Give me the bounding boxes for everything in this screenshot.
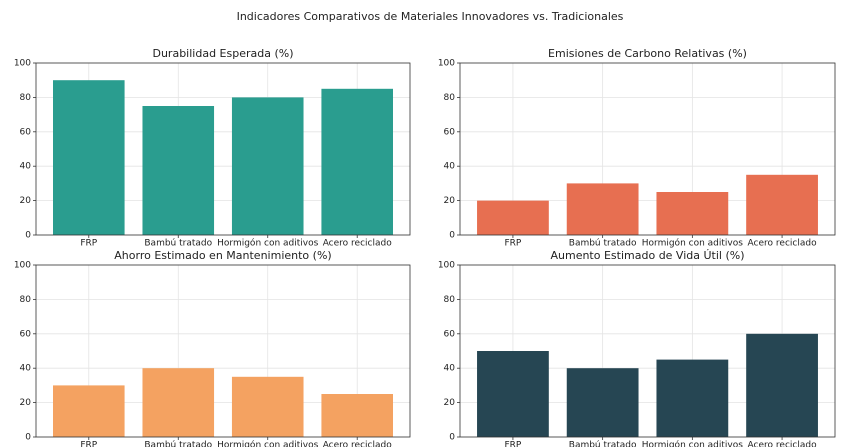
x-tick-label: Acero reciclado — [748, 239, 818, 249]
y-tick-label: 100 — [438, 59, 455, 69]
y-tick-label: 40 — [20, 364, 32, 374]
bar — [477, 351, 549, 437]
y-tick-label: 80 — [444, 295, 456, 305]
y-tick-label: 20 — [20, 398, 32, 408]
x-tick-label: Hormigón con aditivos — [217, 238, 318, 249]
y-tick-label: 0 — [25, 231, 31, 241]
subplot: Durabilidad Esperada (%) 0 20 40 60 80 100 FRP B… — [14, 47, 411, 249]
x-tick-label: Bambú tratado — [144, 441, 212, 447]
y-tick-label: 60 — [20, 127, 32, 137]
subplot-title: Durabilidad Esperada (%) — [152, 47, 293, 60]
y-tick-label: 20 — [20, 196, 32, 206]
x-tick-label: Bambú tratado — [144, 239, 212, 249]
figure-title: Indicadores Comparativos de Materiales I… — [237, 10, 624, 23]
subplot-title: Ahorro Estimado en Mantenimiento (%) — [114, 249, 331, 262]
y-tick-label: 40 — [444, 162, 456, 172]
y-tick-label: 100 — [14, 261, 31, 271]
y-tick-label: 80 — [20, 295, 32, 305]
axes-frame — [35, 264, 411, 438]
x-tick-label: Acero reciclado — [323, 441, 393, 447]
x-tick-label: FRP — [80, 239, 97, 249]
x-tick-label: Hormigón con aditivos — [642, 440, 743, 447]
y-tick-label: 40 — [444, 364, 456, 374]
bar — [231, 376, 304, 437]
subplot-title: Aumento Estimado de Vida Útil (%) — [550, 249, 744, 262]
y-tick-label: 80 — [20, 93, 32, 103]
x-tick-label: Hormigón con aditivos — [642, 238, 743, 249]
bar — [231, 97, 304, 236]
bar — [142, 106, 215, 235]
y-tick-label: 60 — [20, 329, 32, 339]
subplot: Emisiones de Carbono Relativas (%) 0 20 40 6… — [438, 47, 836, 249]
axes-frame — [35, 62, 411, 236]
x-tick-label: FRP — [80, 441, 97, 447]
x-tick-label: FRP — [505, 441, 522, 447]
y-tick-label: 80 — [444, 93, 456, 103]
subplot: Ahorro Estimado en Mantenimiento (%) 0 20 4… — [14, 249, 411, 447]
x-tick-label: Hormigón con aditivos — [217, 440, 318, 447]
axes-frame — [459, 62, 836, 236]
x-tick-label: Bambú tratado — [569, 239, 637, 249]
bar — [53, 385, 125, 437]
bar — [321, 88, 393, 235]
y-tick-label: 20 — [444, 398, 456, 408]
y-tick-label: 0 — [25, 433, 31, 443]
y-tick-label: 60 — [444, 329, 456, 339]
y-tick-label: 20 — [444, 196, 456, 206]
x-tick-label: Bambú tratado — [569, 441, 637, 447]
bar — [142, 368, 215, 437]
subplot: Aumento Estimado de Vida Útil (%) 0 20 40 60… — [438, 249, 836, 447]
y-tick-label: 100 — [438, 261, 455, 271]
y-tick-label: 40 — [20, 162, 32, 172]
bar — [477, 200, 549, 235]
bar — [746, 333, 818, 437]
y-tick-label: 60 — [444, 127, 456, 137]
x-tick-label: Acero reciclado — [748, 441, 818, 447]
bar — [321, 394, 393, 437]
x-tick-label: FRP — [505, 239, 522, 249]
y-tick-label: 100 — [14, 59, 31, 69]
x-tick-label: Acero reciclado — [323, 239, 393, 249]
bar — [53, 80, 125, 235]
y-tick-label: 0 — [449, 231, 455, 241]
axes-frame — [459, 264, 836, 438]
bar — [566, 368, 639, 437]
bar — [746, 174, 818, 235]
bar — [656, 192, 729, 235]
y-tick-label: 0 — [449, 433, 455, 443]
bar — [656, 359, 729, 437]
bar — [566, 183, 639, 235]
subplot-title: Emisiones de Carbono Relativas (%) — [548, 47, 747, 60]
